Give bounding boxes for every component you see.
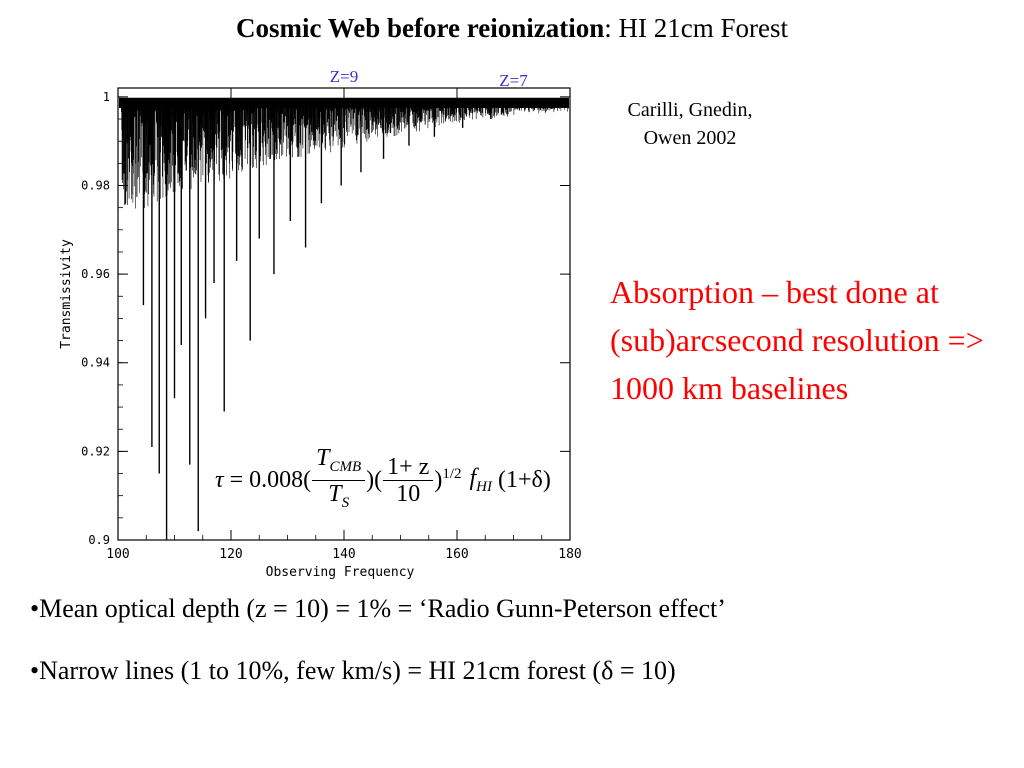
optical-depth-formula: τ = 0.008( TCMB TS )( 1+ z 10 )1/2 fHI (… [215, 445, 551, 516]
forest-lines [121, 99, 569, 209]
y-axis-label: Transmissivity [59, 239, 74, 349]
formula-frac-temp: TCMB TS [312, 445, 366, 516]
slide-title: Cosmic Web before reionization: HI 21cm … [0, 10, 1024, 46]
bullet-item: •Mean optical depth (z = 10) = 1% = ‘Rad… [30, 594, 726, 623]
formula-f: fHI [469, 464, 493, 495]
citation-line1: Carilli, Gnedin, [627, 99, 753, 121]
y-tick-label: 0.94 [81, 356, 110, 370]
redshift-label: Z=7 [499, 71, 528, 90]
slide-title-bold: Cosmic Web before reionization [236, 13, 605, 43]
x-axis-label: Observing Frequency [266, 565, 415, 580]
absorption-note: Absorption – best done at (sub)arcsecond… [610, 274, 984, 406]
x-tick-label: 160 [445, 547, 468, 562]
formula-eq: = 0.008( [229, 466, 312, 493]
formula-exp: )1/2 [434, 466, 462, 494]
plot-area: 100 120 140 160 180 0.9 0.92 0.94 0.96 0.98 1 Obser… [59, 67, 582, 580]
formula-tau: τ [215, 466, 224, 493]
x-tick-label: 180 [558, 547, 581, 562]
y-tick-label: 0.92 [81, 444, 110, 458]
y-tick-label: 0.9 [88, 533, 110, 547]
bullet-item: •Narrow lines (1 to 10%, few km/s) = HI … [30, 656, 676, 685]
redshift-label: Z=9 [330, 67, 358, 86]
slide-title-rest: : HI 21cm Forest [604, 13, 788, 43]
citation-line2: Owen 2002 [643, 127, 737, 149]
formula-one-plus-z: 1+ z [383, 454, 434, 481]
formula-tail: (1+δ) [498, 466, 551, 493]
x-tick-label: 100 [106, 547, 129, 562]
formula-tcmb: TCMB [312, 445, 366, 481]
formula-ten: 10 [396, 480, 421, 507]
y-tick-label: 0.96 [81, 267, 110, 281]
x-tick-label: 120 [219, 547, 242, 562]
formula-frac-z: 1+ z 10 [383, 454, 434, 507]
x-tick-label: 140 [332, 547, 355, 562]
bullet-list: •Mean optical depth (z = 10) = 1% = ‘Rad… [30, 592, 1010, 716]
y-tick-label: 0.98 [81, 178, 110, 192]
formula-mid: )( [366, 466, 383, 493]
continuum-band [119, 97, 569, 108]
citation: Carilli, Gnedin, Owen 2002 [600, 96, 780, 152]
y-tick-label: 1 [103, 90, 110, 104]
chart: 100 120 140 160 180 0.9 0.92 0.94 0.96 0.98 1 Obser… [59, 67, 582, 580]
formula-ts: TS [328, 480, 350, 511]
